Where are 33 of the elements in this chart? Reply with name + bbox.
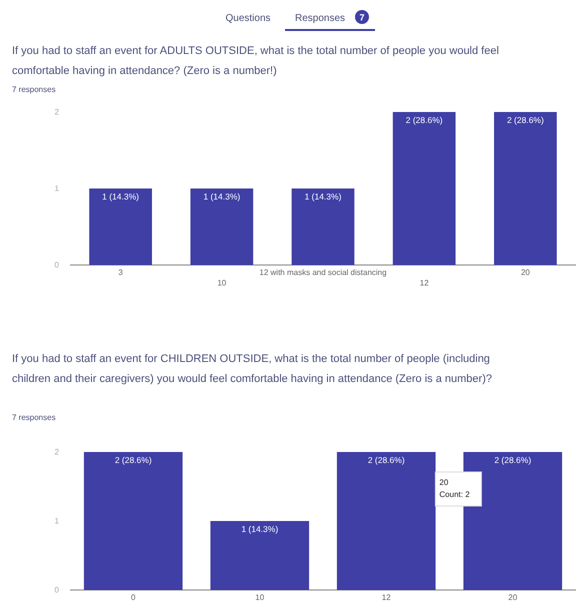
chart-title: If you had to staff an event for ADULTS OUTSIDE, what is the total number of people you would feel comfortable having in attendance? (Zero is a number!)	[12, 45, 499, 77]
text: 2 (28.6%)	[368, 455, 405, 465]
x-tick-label: 20	[508, 593, 518, 602]
annotation: Count: 2	[439, 490, 470, 499]
x-tick-label: 12 with masks and social distancing	[259, 268, 387, 278]
chart-title: If you had to staff an event for CHILDREN OUTSIDE, what is the total number of people (including children and their caregivers) you would feel comfortable having in attendance (Zero is a number)?	[12, 353, 492, 385]
x-tick-label: 0	[131, 593, 136, 602]
y-tick-label: 2	[54, 448, 60, 457]
text: 1 (14.3%)	[241, 524, 278, 534]
text: 2 (28.6%)	[114, 455, 152, 465]
text: 2 (28.6%)	[406, 115, 443, 125]
chart-subtitle: 7 responses	[12, 85, 56, 94]
x-tick-label: 12	[420, 278, 430, 288]
x-tick-label: 10	[217, 278, 227, 288]
annotation: 20	[439, 478, 449, 487]
text: 2 (28.6%)	[506, 115, 544, 125]
x-tick-label: 12	[382, 593, 392, 602]
y-tick-label: 1	[54, 184, 60, 194]
x-tick-label: 20	[520, 268, 530, 278]
y-tick-label: 0	[54, 260, 60, 270]
chart-subtitle: 7 responses	[12, 413, 56, 422]
x-tick-label: 3	[118, 268, 124, 278]
text: 7	[359, 12, 365, 22]
x-tick-label: 10	[255, 593, 265, 602]
text: 1 (14.3%)	[102, 192, 140, 202]
text: 2 (28.6%)	[494, 455, 532, 465]
text: Questions	[225, 13, 271, 24]
text: Responses	[294, 13, 346, 24]
y-tick-label: 2	[54, 108, 60, 117]
text: 1 (14.3%)	[304, 192, 342, 202]
text: 1 (14.3%)	[203, 192, 240, 202]
y-tick-label: 1	[54, 516, 60, 526]
y-tick-label: 0	[54, 586, 60, 595]
